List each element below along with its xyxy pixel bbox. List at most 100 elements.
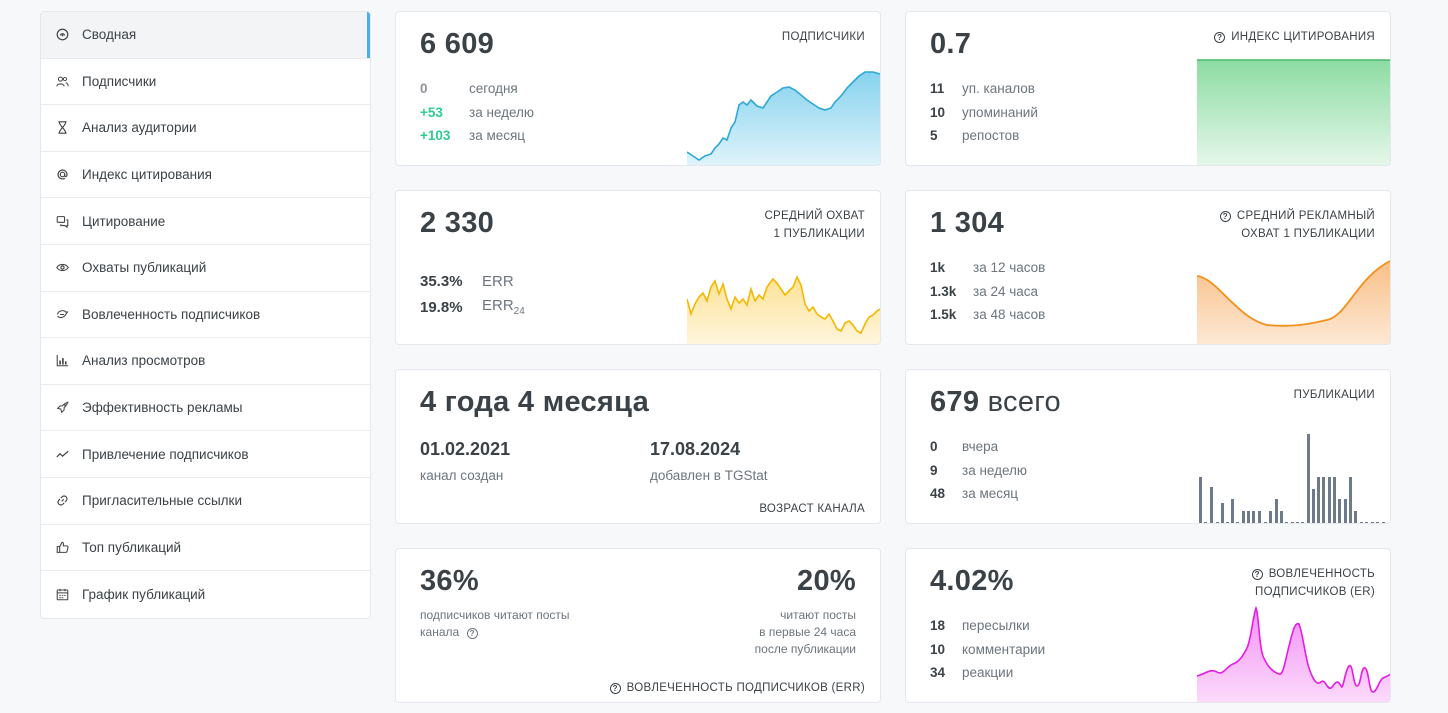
sidebar-item-11[interactable]: Топ публикаций <box>41 525 370 572</box>
ad-reach-12h-value: 1k <box>930 260 946 276</box>
publications-total-unit: всего <box>987 386 1061 418</box>
subscribers-today-value: 0 <box>420 81 428 97</box>
help-icon[interactable]: ? <box>466 628 478 639</box>
publications-month-value: 48 <box>930 486 946 502</box>
sidebar-item-label: Анализ просмотров <box>82 353 206 369</box>
sidebar-item-label: Сводная <box>82 27 137 43</box>
sidebar-item-0[interactable]: Сводная <box>41 12 370 59</box>
err-24h-text-line1: читают посты <box>780 608 856 622</box>
er-title-line2: ПОДПИСЧИКОВ (ER) <box>1255 586 1375 598</box>
sidebar-item-label: Цитирование <box>82 213 166 229</box>
help-icon[interactable]: ? <box>1251 569 1263 580</box>
sidebar-item-10[interactable]: Пригласительные ссылки <box>41 478 370 525</box>
ad-reach-sparkline <box>1197 260 1390 344</box>
err-subscribers-text-line1: подписчиков читают посты <box>420 608 570 622</box>
sidebar-item-label: Анализ аудитории <box>82 120 197 136</box>
err-24h-text-line2: в первые 24 часа <box>759 625 856 639</box>
publications-title: ПУБЛИКАЦИИ <box>1293 389 1375 401</box>
err-value: 35.3% <box>420 272 463 290</box>
average-reach-title: СРЕДНИЙ ОХВАТ 1 ПУБЛИКАЦИИ <box>764 207 865 243</box>
citation-reposts-label: репостов <box>962 128 1020 144</box>
publications-yesterday-value: 0 <box>930 439 938 455</box>
subscribers-stats: 0 сегодня +53 за неделю +103 за месяц <box>420 77 534 148</box>
publications-bar-chart <box>1199 434 1385 523</box>
publications-total-value: 679 <box>930 386 980 418</box>
reach-stats: 35.3% ERR 19.8% ERR24 <box>420 268 525 320</box>
channel-age-value: 4 года 4 месяца <box>420 386 650 418</box>
channel-age-card[interactable]: 4 года 4 месяца 01.02.2021 канал создан … <box>395 369 881 524</box>
err24-value: 19.8% <box>420 298 463 316</box>
ad-reach-card[interactable]: 1 304 ? СРЕДНИЙ РЕКЛАМНЫЙ ОХВАТ 1 ПУБЛИКАЦ… <box>905 190 1391 345</box>
sidebar-item-label: Пригласительные ссылки <box>82 493 243 509</box>
help-icon[interactable]: ? <box>1219 211 1231 222</box>
err-subscribers-text: подписчиков читают посты канала ? <box>420 607 570 641</box>
er-comments-value: 10 <box>930 641 946 657</box>
sidebar-item-4[interactable]: Цитирование <box>41 198 370 245</box>
sidebar-item-label: Вовлеченность подписчиков <box>82 306 261 322</box>
citation-sparkline <box>1197 59 1390 165</box>
help-icon[interactable]: ? <box>1214 32 1226 43</box>
sidebar-item-label: График публикаций <box>82 586 206 602</box>
publications-card[interactable]: 679 всего ПУБЛИКАЦИИ 0 вчера 9 за неделю 4… <box>905 369 1391 524</box>
sidebar-item-label: Привлечение подписчиков <box>82 446 249 462</box>
ad-reach-12h-label: за 12 часов <box>973 260 1046 276</box>
link-icon <box>55 494 69 508</box>
er-stats: 18 пересылки 10 комментарии 34 реакции <box>930 614 1045 685</box>
err-card[interactable]: 36% подписчиков читают посты канала ? 20… <box>395 548 881 703</box>
average-reach-card[interactable]: 2 330 СРЕДНИЙ ОХВАТ 1 ПУБЛИКАЦИИ 35.3% ERR… <box>395 190 881 345</box>
subscribers-week-value: +53 <box>420 104 443 120</box>
hourglass-icon <box>55 121 69 135</box>
thumbs-up-icon <box>55 540 69 554</box>
help-icon[interactable]: ? <box>609 683 621 694</box>
ad-reach-48h-label: за 48 часов <box>973 307 1046 323</box>
sidebar-item-6[interactable]: Вовлеченность подписчиков <box>41 292 370 339</box>
citation-reposts-value: 5 <box>930 128 938 144</box>
err-24h-text-line3: после публикации <box>754 642 856 656</box>
citation-index-title: ? ИНДЕКС ЦИТИРОВАНИЯ <box>1214 28 1375 46</box>
citation-index-value: 0.7 <box>930 28 972 60</box>
sidebar-item-1[interactable]: Подписчики <box>41 59 370 106</box>
rocket-icon <box>55 401 69 415</box>
publications-total: 679 всего <box>930 386 1061 419</box>
err24-label-text: ERR <box>482 297 514 314</box>
sidebar-item-8[interactable]: Эффективность рекламы <box>41 385 370 432</box>
publications-stats: 0 вчера 9 за неделю 48 за месяц <box>930 435 1027 506</box>
sidebar-item-7[interactable]: Анализ просмотров <box>41 338 370 385</box>
subscribers-count: 6 609 <box>420 28 495 60</box>
citation-index-card[interactable]: 0.7 ? ИНДЕКС ЦИТИРОВАНИЯ 11 уп. каналов 10… <box>905 11 1391 166</box>
er-forwards-label: пересылки <box>962 618 1030 634</box>
sidebar-item-2[interactable]: Анализ аудитории <box>41 105 370 152</box>
err-subscribers-text-line2: канала ? <box>420 624 570 641</box>
err-subscribers-text-line2-label: канала <box>420 625 460 639</box>
publications-week-value: 9 <box>930 462 938 478</box>
err-title-text: ВОВЛЕЧЕННОСТЬ ПОДПИСЧИКОВ (ERR) <box>626 682 865 694</box>
sidebar-item-5[interactable]: Охваты публикаций <box>41 245 370 292</box>
sidebar-item-label: Индекс цитирования <box>82 167 212 183</box>
ad-reach-title: ? СРЕДНИЙ РЕКЛАМНЫЙ ОХВАТ 1 ПУБЛИКАЦИИ <box>1219 207 1375 243</box>
trend-icon <box>55 447 69 461</box>
ad-reach-value: 1 304 <box>930 207 1005 239</box>
sidebar-item-9[interactable]: Привлечение подписчиков <box>41 431 370 478</box>
citation-channels-label: уп. каналов <box>962 81 1035 97</box>
sidebar-item-label: Эффективность рекламы <box>82 400 243 416</box>
sidebar-item-3[interactable]: Индекс цитирования <box>41 152 370 199</box>
err-title: ? ВОВЛЕЧЕННОСТЬ ПОДПИСЧИКОВ (ERR) <box>609 682 865 694</box>
publications-month-label: за месяц <box>962 486 1019 502</box>
ad-reach-title-line2: ОХВАТ 1 ПУБЛИКАЦИИ <box>1241 228 1375 240</box>
sidebar-item-label: Охваты публикаций <box>82 260 207 276</box>
er-card[interactable]: 4.02% ? ВОВЛЕЧЕННОСТЬ ПОДПИСЧИКОВ (ER) 18 п… <box>905 548 1391 703</box>
subscribers-sparkline <box>687 71 880 165</box>
publications-bars <box>1199 434 1385 523</box>
citation-stats: 11 уп. каналов 10 упоминаний 5 репостов <box>930 77 1038 148</box>
publications-week-label: за неделю <box>962 462 1028 478</box>
channel-added-date: 17.08.2024 <box>650 439 741 459</box>
er-reactions-value: 34 <box>930 665 946 681</box>
ad-reach-title-line1: СРЕДНИЙ РЕКЛАМНЫЙ <box>1236 210 1375 222</box>
er-reactions-label: реакции <box>962 665 1014 681</box>
sidebar-item-12[interactable]: График публикаций <box>41 571 370 618</box>
engagement-icon <box>55 307 69 321</box>
sidebar-item-label: Топ публикаций <box>82 539 182 555</box>
subscribers-card[interactable]: 6 609 ПОДПИСЧИКИ 0 сегодня +53 за неделю +… <box>395 11 881 166</box>
citation-channels-value: 11 <box>930 81 945 97</box>
quote-icon <box>55 214 69 228</box>
